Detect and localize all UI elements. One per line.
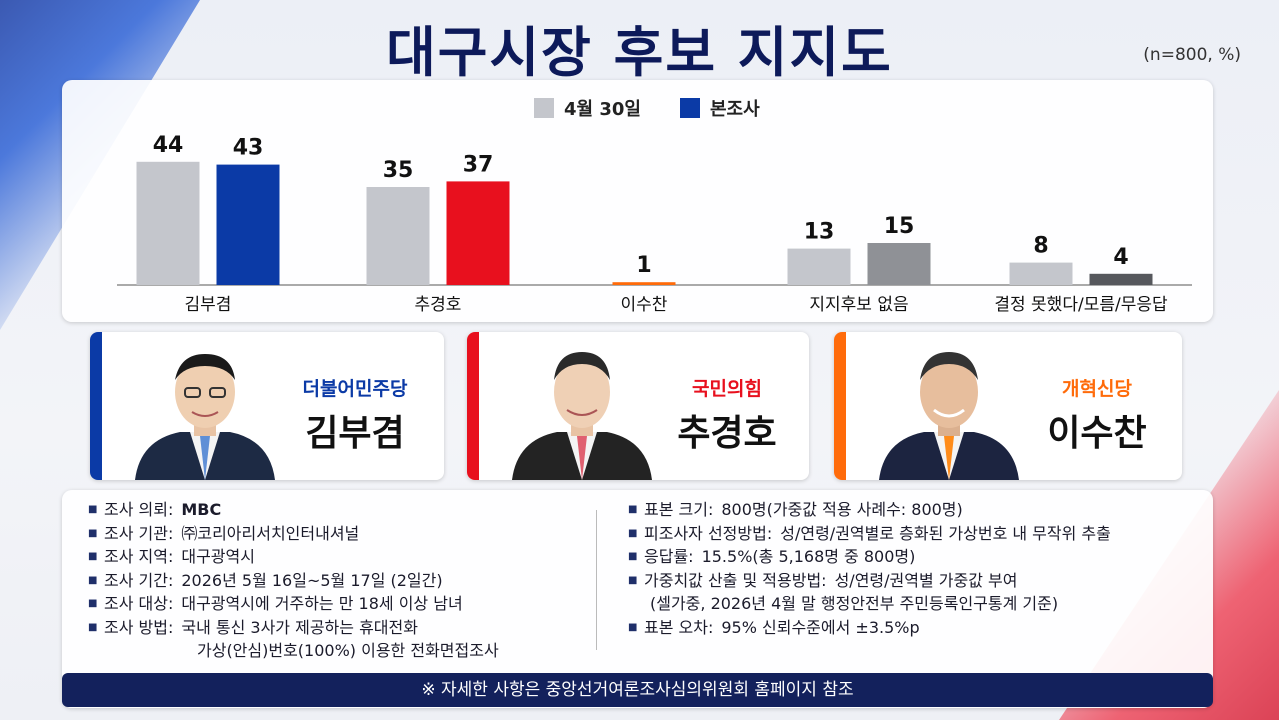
party-color-stripe: [90, 332, 102, 480]
page-title: 대구시장 후보 지지도: [386, 21, 893, 84]
candidate-card-lee: 개혁신당 이수찬: [834, 332, 1182, 480]
survey-item-continued: 가상(안심)번호(100%) 이용한 전화면접조사: [88, 639, 499, 663]
survey-item-value: MBC: [181, 500, 222, 519]
data-label: 1: [636, 253, 651, 278]
survey-info-panel: ■ 조사 의뢰: MBC ■ 조사 기관: ㈜코리아리서치인터내셔널 ■ 조사 …: [62, 490, 1213, 708]
survey-item-value: 대구광역시에 거주하는 만 18세 이상 남녀: [181, 594, 463, 613]
bar-main-2: [612, 282, 676, 285]
bullet-icon: ■: [628, 504, 638, 515]
survey-item: ■ 조사 기관: ㈜코리아리서치인터내셔널: [88, 522, 499, 546]
survey-item: ■ 표본 크기: 800명(가중값 적용 사례수: 800명): [628, 498, 1111, 522]
legend-label-prior: 4월 30일: [564, 99, 641, 120]
bullet-icon: ■: [88, 598, 98, 609]
category-label: 지지후보 없음: [809, 295, 908, 315]
survey-item-value: 2026년 5월 16일~5월 17일 (2일간): [181, 570, 443, 590]
bullet-icon: ■: [88, 504, 98, 515]
bar-main-3: [867, 243, 931, 285]
survey-item-label: 표본 크기:: [644, 500, 714, 519]
legend-label-main: 본조사: [710, 99, 760, 120]
survey-item: ■ 조사 기간: 2026년 5월 16일~5월 17일 (2일간): [88, 569, 499, 593]
data-label: 15: [884, 214, 915, 239]
bar-chart: 4월 30일 본조사 44 43 김부겸 35 37 추경호 1 이수찬 13 15 지지후보 없음 8 4…: [117, 98, 1192, 315]
candidate-name: 추경호: [677, 413, 777, 454]
survey-item-value: 95% 신뢰수준에서 ±3.5%p: [721, 617, 920, 637]
bullet-icon: ■: [628, 527, 638, 539]
bullet-icon: ■: [88, 527, 98, 539]
footer-note: ※ 자세한 사항은 중앙선거여론조사심의위원회 홈페이지 참조: [62, 673, 1213, 707]
category-label: 이수찬: [621, 295, 668, 315]
candidate-photo-choo: [497, 340, 667, 480]
survey-item: ■ 조사 의뢰: MBC: [88, 498, 499, 522]
survey-item: ■ 조사 대상: 대구광역시에 거주하는 만 18세 이상 남녀: [88, 592, 499, 616]
bar-main-4: [1089, 273, 1153, 285]
legend-swatch-prior: [534, 98, 554, 118]
bullet-icon: ■: [628, 621, 638, 633]
survey-item-value: 15.5%(총 5,168명 중 800명): [701, 547, 916, 566]
data-label: 37: [463, 152, 494, 177]
bar-prior-4: [1009, 262, 1073, 285]
survey-item-value: 국내 통신 3사가 제공하는 휴대전화: [181, 617, 418, 637]
data-label: 43: [233, 136, 264, 161]
bar-prior-1: [366, 187, 430, 285]
survey-item-label: 조사 대상:: [104, 594, 174, 613]
party-color-stripe: [834, 332, 846, 480]
survey-item-label: 조사 기간:: [104, 570, 174, 590]
survey-item-value-line2: (셀가중, 2026년 4월 말 행정안전부 주민등록인구통계 기준): [650, 594, 1059, 613]
survey-item: ■ 가중치값 산출 및 적용방법: 성/연령/권역별 가중값 부여: [628, 569, 1111, 593]
survey-item-label: 조사 지역:: [104, 547, 174, 566]
survey-item-label: 피조사자 선정방법:: [644, 523, 773, 543]
party-color-stripe: [467, 332, 479, 480]
party-name: 개혁신당: [1062, 378, 1132, 400]
survey-item: ■ 조사 지역: 대구광역시: [88, 545, 499, 569]
survey-item-value: 800명(가중값 적용 사례수: 800명): [721, 500, 963, 519]
bar-prior-3: [787, 248, 851, 285]
survey-item-value: 성/연령/권역별 가중값 부여: [834, 570, 1018, 590]
bar-main-1: [446, 181, 510, 285]
unit-note: (n=800, %): [1143, 45, 1241, 65]
column-divider: [596, 510, 597, 650]
category-label: 결정 못했다/모름/무응답: [994, 295, 1168, 315]
candidate-photo-lee: [864, 340, 1034, 480]
survey-item: ■ 조사 방법: 국내 통신 3사가 제공하는 휴대전화: [88, 616, 499, 640]
candidate-card-kim: 더불어민주당 김부겸: [90, 332, 444, 480]
survey-item-label: 조사 방법:: [104, 617, 174, 637]
survey-info-left: ■ 조사 의뢰: MBC ■ 조사 기관: ㈜코리아리서치인터내셔널 ■ 조사 …: [88, 498, 499, 663]
data-label: 44: [153, 133, 184, 158]
survey-item-label: 응답률:: [644, 547, 694, 566]
survey-item-value-line2: 가상(안심)번호(100%) 이용한 전화면접조사: [197, 641, 499, 660]
party-name: 더불어민주당: [302, 378, 408, 400]
survey-item-value: 성/연령/권역별로 층화된 가상번호 내 무작위 추출: [780, 523, 1111, 543]
candidate-card-choo: 국민의힘 추경호: [467, 332, 809, 480]
bullet-icon: ■: [88, 621, 98, 633]
survey-item: ■ 표본 오차: 95% 신뢰수준에서 ±3.5%p: [628, 616, 1111, 640]
data-label: 4: [1113, 245, 1128, 270]
survey-item: ■ 피조사자 선정방법: 성/연령/권역별로 층화된 가상번호 내 무작위 추출: [628, 522, 1111, 546]
bullet-icon: ■: [88, 574, 98, 586]
survey-item-label: 가중치값 산출 및 적용방법:: [644, 570, 827, 590]
survey-item-label: 표본 오차:: [644, 617, 714, 637]
bullet-icon: ■: [88, 551, 98, 562]
data-label: 8: [1033, 234, 1048, 259]
candidate-name: 김부겸: [305, 413, 405, 454]
bar-main-0: [216, 164, 280, 285]
survey-info-right: ■ 표본 크기: 800명(가중값 적용 사례수: 800명) ■ 피조사자 선…: [628, 498, 1111, 639]
bar-prior-0: [136, 161, 200, 285]
data-label: 35: [383, 158, 414, 183]
party-name: 국민의힘: [692, 378, 762, 400]
survey-item-label: 조사 기관:: [104, 523, 174, 543]
data-label: 13: [804, 220, 835, 245]
survey-item-label: 조사 의뢰:: [104, 500, 174, 519]
chart-panel: 4월 30일 본조사 44 43 김부겸 35 37 추경호 1 이수찬 13 15 지지후보 없음 8 4…: [62, 80, 1213, 322]
candidate-name: 이수찬: [1047, 413, 1147, 454]
survey-item: ■ 응답률: 15.5%(총 5,168명 중 800명): [628, 545, 1111, 569]
category-label: 김부겸: [185, 295, 232, 315]
category-label: 추경호: [415, 295, 462, 315]
survey-item-value: ㈜코리아리서치인터내셔널: [181, 523, 360, 543]
candidate-photo-kim: [120, 340, 290, 480]
legend-swatch-main: [680, 98, 700, 118]
survey-item-value: 대구광역시: [181, 547, 255, 566]
bullet-icon: ■: [628, 551, 638, 562]
bullet-icon: ■: [628, 574, 638, 586]
survey-item-continued: (셀가중, 2026년 4월 말 행정안전부 주민등록인구통계 기준): [628, 592, 1111, 616]
